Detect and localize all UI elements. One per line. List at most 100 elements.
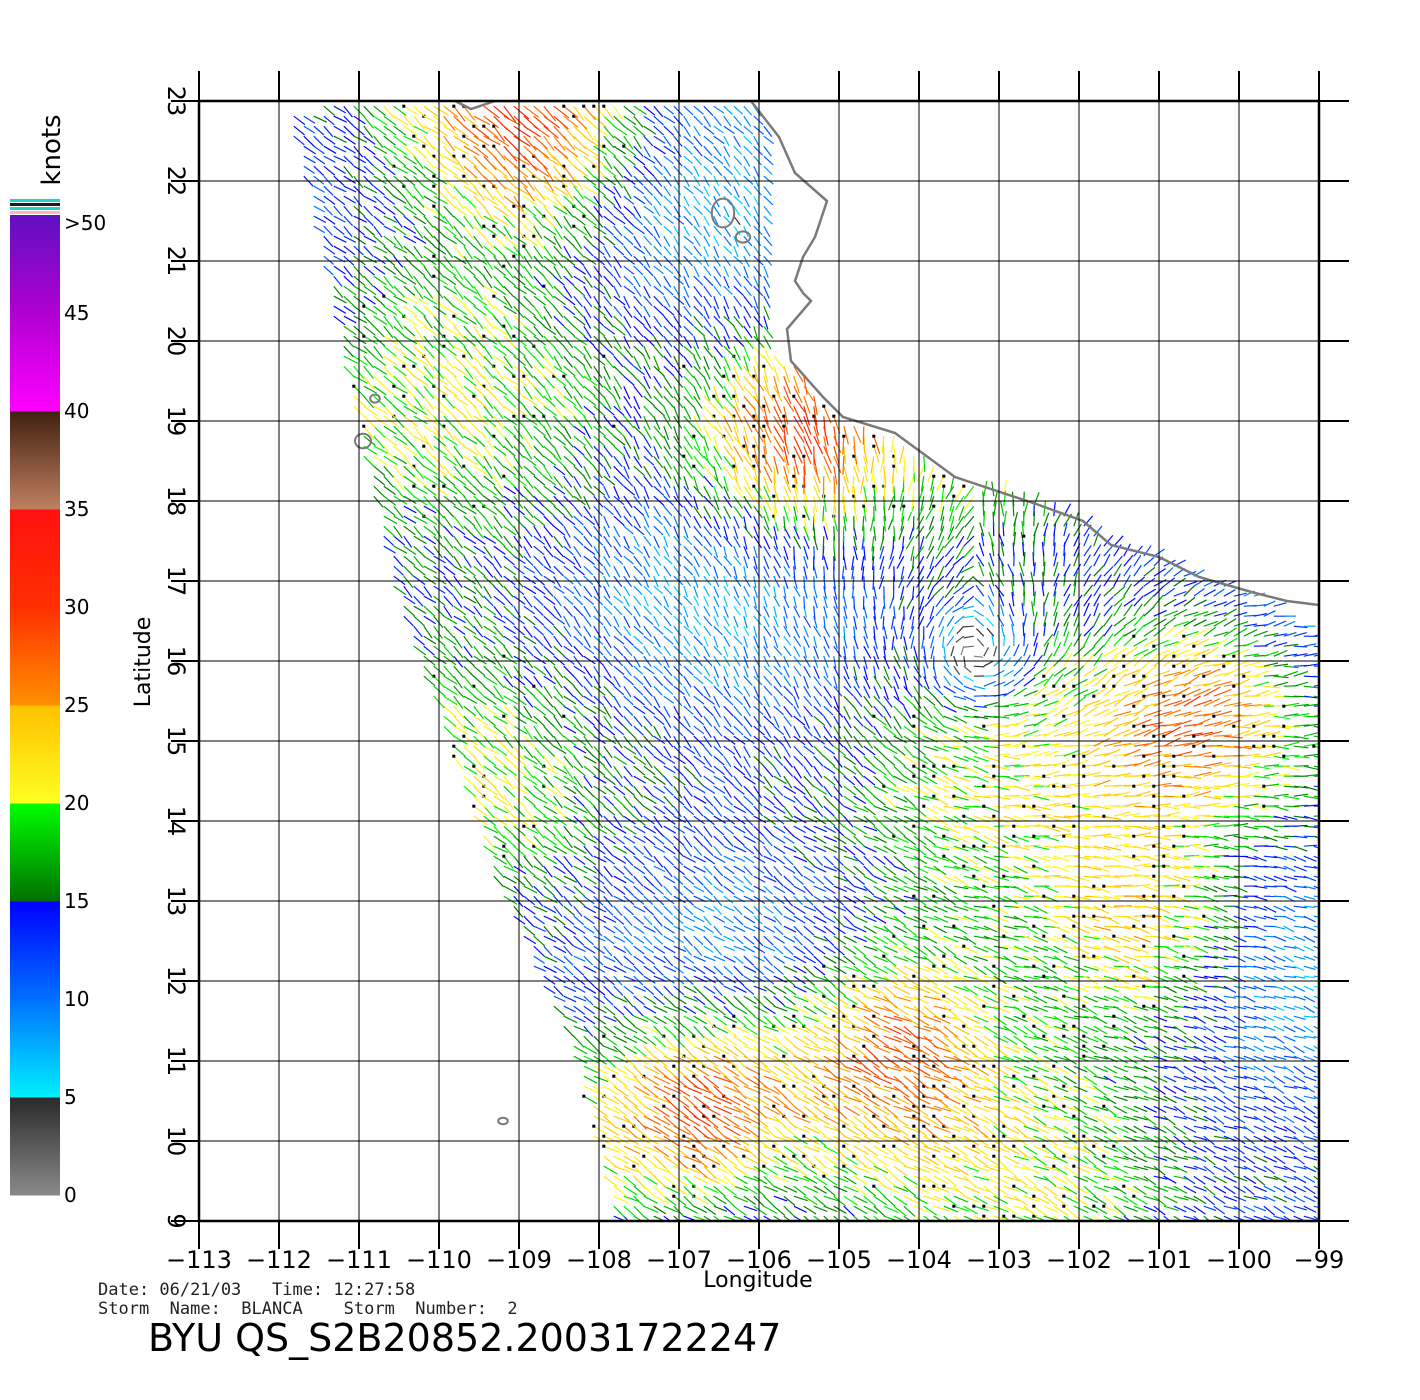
rain-flag-marker — [1182, 884, 1186, 888]
wind-vector — [1153, 803, 1172, 807]
wind-vector — [1133, 758, 1151, 767]
wind-vector — [1253, 1155, 1268, 1163]
rain-flag-marker — [1022, 744, 1026, 748]
wind-vector — [1263, 855, 1278, 859]
rain-flag-marker — [462, 734, 466, 738]
wind-vector — [1133, 1145, 1147, 1156]
wind-vector — [643, 785, 654, 797]
wind-vector — [1073, 935, 1090, 943]
wind-vector — [1053, 1215, 1062, 1221]
wind-vector — [643, 645, 651, 657]
wind-vector — [793, 965, 807, 974]
wind-vector — [963, 825, 980, 834]
wind-vector — [953, 935, 969, 941]
wind-vector — [963, 945, 979, 955]
wind-vector — [923, 725, 939, 733]
wind-vector — [1143, 1175, 1157, 1186]
wind-vector — [843, 1165, 858, 1176]
wind-vector — [1183, 1185, 1197, 1194]
wind-vector — [863, 855, 874, 867]
wind-vector — [1003, 1145, 1020, 1155]
wind-vector — [673, 755, 686, 765]
wind-vector — [1083, 1035, 1099, 1043]
wind-vector — [673, 1065, 688, 1079]
wind-vector — [663, 705, 671, 718]
wind-vector — [653, 885, 664, 895]
wind-vector — [1203, 995, 1218, 1001]
rain-flag-marker — [922, 804, 926, 808]
wind-vector — [1223, 1005, 1237, 1009]
wind-vector — [733, 1055, 747, 1069]
wind-vector — [913, 845, 927, 856]
wind-vector — [793, 885, 806, 894]
wind-vector — [703, 885, 714, 896]
wind-vector — [1273, 793, 1289, 797]
wind-vector — [943, 905, 958, 913]
wind-vector — [983, 1175, 999, 1185]
wind-vector — [573, 785, 585, 798]
wind-vector — [1143, 985, 1160, 989]
wind-vector — [573, 795, 585, 807]
wind-vector — [1243, 762, 1261, 767]
wind-vector — [823, 1115, 840, 1125]
rain-flag-marker — [1172, 664, 1176, 668]
wind-vector — [603, 745, 613, 759]
wind-vector — [663, 1085, 682, 1095]
wind-vector — [593, 785, 607, 795]
wind-vector — [483, 805, 495, 819]
wind-vector — [683, 785, 693, 797]
wind-vector — [1183, 805, 1201, 809]
wind-vector — [1253, 1195, 1268, 1200]
wind-vector — [683, 915, 696, 923]
wind-vector — [1063, 1125, 1078, 1136]
wind-vector — [1083, 1095, 1099, 1104]
wind-vector — [573, 835, 586, 846]
wind-vector — [1023, 1015, 1039, 1024]
wind-vector — [1303, 774, 1319, 777]
wind-vector — [1013, 955, 1029, 961]
rain-flag-marker — [1182, 694, 1186, 698]
wind-vector — [733, 645, 740, 658]
wind-vector — [933, 1185, 950, 1194]
wind-vector — [1133, 1005, 1149, 1011]
rain-flag-marker — [882, 954, 886, 958]
wind-vector — [1023, 805, 1041, 812]
wind-vector — [1003, 1165, 1017, 1177]
rain-flag-marker — [982, 724, 986, 728]
wind-vector — [713, 675, 720, 687]
wind-vector — [1083, 653, 1095, 667]
wind-vector — [493, 845, 509, 854]
rain-flag-marker — [1172, 764, 1176, 768]
wind-vector — [733, 875, 744, 884]
wind-vector — [1123, 717, 1140, 727]
wind-vector — [623, 865, 634, 877]
wind-vector — [543, 895, 558, 904]
wind-vector — [993, 995, 1009, 1005]
rain-flag-marker — [922, 1054, 926, 1058]
wind-vector — [563, 865, 575, 877]
wind-vector — [1123, 1065, 1139, 1070]
wind-vector — [1073, 759, 1090, 767]
wind-vector — [853, 865, 866, 876]
wind-vector — [843, 835, 857, 845]
rain-flag-marker — [1042, 974, 1046, 978]
wind-vector — [1113, 995, 1130, 1003]
wind-vector — [1123, 669, 1141, 677]
wind-vector — [633, 655, 641, 668]
wind-vector — [1273, 1045, 1286, 1051]
wind-vector — [733, 865, 746, 874]
wind-vector — [1133, 965, 1149, 973]
wind-vector — [1113, 935, 1131, 943]
wind-vector — [903, 925, 917, 936]
wind-vector — [1123, 905, 1141, 909]
wind-vector — [933, 705, 945, 719]
wind-vector — [1213, 1035, 1227, 1044]
rain-flag-marker — [1312, 744, 1316, 748]
wind-vector — [823, 1145, 839, 1155]
wind-vector — [713, 1085, 729, 1100]
wind-vector — [723, 855, 736, 862]
wind-vector — [1033, 865, 1049, 873]
wind-vector — [943, 705, 957, 713]
wind-vector — [763, 925, 776, 933]
wind-vector — [493, 875, 505, 888]
